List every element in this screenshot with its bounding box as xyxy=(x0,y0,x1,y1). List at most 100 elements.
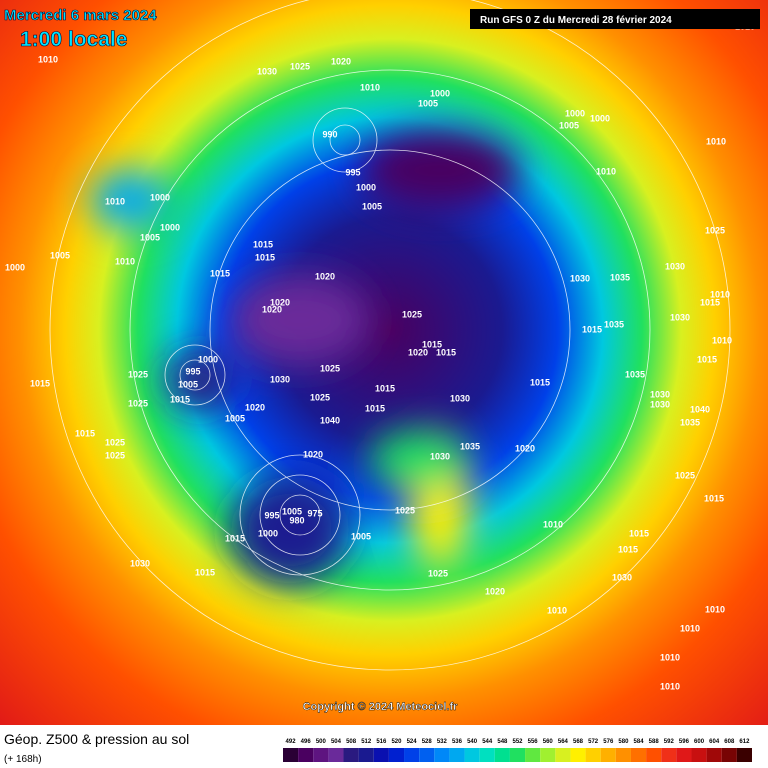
legend-cell xyxy=(540,748,556,762)
legend-tick-label: 528 xyxy=(422,739,433,745)
pressure-label: 1015 xyxy=(530,377,550,387)
pressure-label: 1010 xyxy=(360,82,380,92)
pressure-label: 1010 xyxy=(710,289,730,299)
legend-cell xyxy=(555,748,571,762)
legend-tick-label: 612 xyxy=(739,739,750,745)
pressure-label: 1005 xyxy=(225,413,245,423)
pressure-label: 1010 xyxy=(105,196,125,206)
legend-tick-label: 572 xyxy=(588,739,599,745)
legend-tick-label: 608 xyxy=(724,739,735,745)
pressure-label: 980 xyxy=(289,515,304,525)
pressure-label: 1030 xyxy=(450,393,470,403)
pressure-label: 1020 xyxy=(245,402,265,412)
pressure-label: 1015 xyxy=(700,297,720,307)
pressure-label: 1020 xyxy=(331,56,351,66)
legend-cell xyxy=(373,748,389,762)
legend-tick-label: 508 xyxy=(346,739,357,745)
pressure-label: 1000 xyxy=(258,528,278,538)
legend-cell xyxy=(434,748,450,762)
legend-tick-label: 580 xyxy=(618,739,629,745)
legend-tick-label: 536 xyxy=(452,739,463,745)
legend-cell xyxy=(298,748,314,762)
date: Mercredi 6 mars 2024 xyxy=(4,7,157,24)
pressure-label: 995 xyxy=(345,167,360,177)
legend-cell xyxy=(585,748,601,762)
pressure-label: 1030 xyxy=(670,312,690,322)
pressure-label: 1015 xyxy=(618,544,638,554)
legend-cell xyxy=(479,748,495,762)
pressure-label: 1025 xyxy=(428,568,448,578)
legend-tick-label: 576 xyxy=(603,739,614,745)
legend-tick-label: 524 xyxy=(407,739,418,745)
pressure-label: 1005 xyxy=(351,531,371,541)
pressure-label: 1010 xyxy=(712,335,732,345)
legend-cell xyxy=(328,748,344,762)
pressure-label: 1025 xyxy=(675,470,695,480)
pressure-label: 1030 xyxy=(612,572,632,582)
legend-tick-label: 564 xyxy=(558,739,569,745)
legend-cell xyxy=(494,748,510,762)
pressure-label: 1030 xyxy=(570,273,590,283)
pressure-label: 1010 xyxy=(660,681,680,691)
pressure-label: 1015 xyxy=(436,347,456,357)
pressure-label: 1010 xyxy=(705,604,725,614)
pressure-label: 1015 xyxy=(75,428,95,438)
pressure-label: 1025 xyxy=(395,505,415,515)
pressure-label: 1015 xyxy=(30,378,50,388)
legend-cell xyxy=(736,748,752,762)
legend-cell xyxy=(464,748,480,762)
pressure-label: 1000 xyxy=(198,354,218,364)
pressure-label: 1025 xyxy=(105,437,125,447)
pressure-label: 1025 xyxy=(705,225,725,235)
time: 1:00 locale xyxy=(20,28,127,51)
legend-cell xyxy=(525,748,541,762)
run-info: Run GFS 0 Z du Mercredi 28 février 2024 xyxy=(480,15,672,26)
legend-tick-label: 516 xyxy=(376,739,387,745)
pressure-label: 1015 xyxy=(195,567,215,577)
pressure-label: 1015 xyxy=(375,383,395,393)
legend-cell xyxy=(706,748,722,762)
pressure-label: 1010 xyxy=(660,652,680,662)
legend-cell xyxy=(676,748,692,762)
pressure-label: 1005 xyxy=(50,250,70,260)
pressure-label: 1030 xyxy=(665,261,685,271)
pressure-label: 1005 xyxy=(418,98,438,108)
legend-cell xyxy=(691,748,707,762)
pressure-label: 1025 xyxy=(128,369,148,379)
pressure-label: 1005 xyxy=(282,506,302,516)
legend-tick-label: 568 xyxy=(573,739,584,745)
map-background xyxy=(0,0,768,725)
legend-tick-label: 596 xyxy=(679,739,690,745)
legend-tick-label: 588 xyxy=(649,739,660,745)
pressure-label: 1025 xyxy=(128,398,148,408)
legend-cell xyxy=(449,748,465,762)
pressure-label: 1025 xyxy=(402,309,422,319)
pressure-label: 1030 xyxy=(430,451,450,461)
pressure-label: 995 xyxy=(185,366,200,376)
pressure-label: 1000 xyxy=(160,222,180,232)
pressure-label: 1025 xyxy=(320,363,340,373)
legend-cell xyxy=(388,748,405,762)
legend-tick-label: 520 xyxy=(391,739,402,745)
pressure-label: 1020 xyxy=(485,586,505,596)
pressure-label: 1035 xyxy=(610,272,630,282)
legend-tick-label: 548 xyxy=(497,739,508,745)
legend-tick-label: 496 xyxy=(301,739,312,745)
pressure-label: 1025 xyxy=(310,392,330,402)
pressure-label: 1010 xyxy=(680,623,700,633)
copyright: Copyright © 2024 Meteociel.fr xyxy=(303,701,459,713)
pressure-label: 1005 xyxy=(559,120,579,130)
pressure-label: 1010 xyxy=(706,136,726,146)
color-legend: 492 496 500 504 508 512 516 520 524 528 532 536 540 5… xyxy=(283,739,752,762)
pressure-label: 1005 xyxy=(178,379,198,389)
pressure-label: 1020 xyxy=(515,443,535,453)
pressure-label: 1040 xyxy=(320,415,340,425)
legend-cell xyxy=(404,748,420,762)
pressure-label: 1040 xyxy=(690,404,710,414)
legend-cell xyxy=(419,748,435,762)
pressure-label: 1010 xyxy=(115,256,135,266)
legend-cell xyxy=(615,748,631,762)
pressure-label: 1000 xyxy=(590,113,610,123)
legend-cell xyxy=(600,748,616,762)
